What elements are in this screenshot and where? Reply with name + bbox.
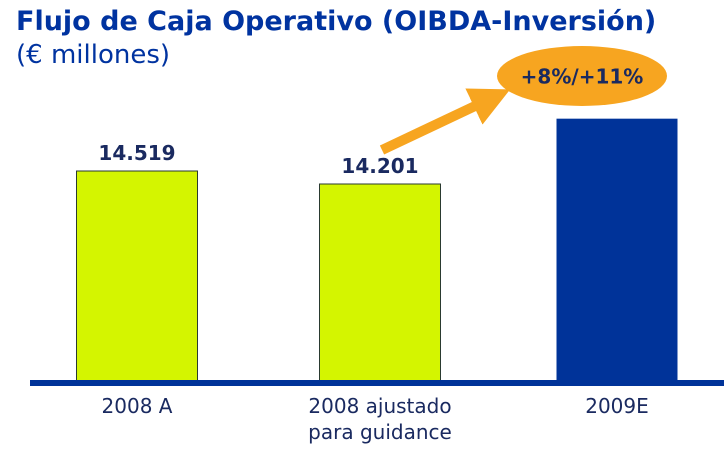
chart-subtitle: (€ millones) bbox=[16, 40, 171, 70]
arrow bbox=[379, 88, 511, 155]
baseline bbox=[30, 380, 724, 386]
annotation-bubble bbox=[497, 46, 667, 106]
x-tick-label: 2008 ajustado para guidance bbox=[308, 394, 452, 444]
chart-title: Flujo de Caja Operativo (OIBDA-Inversión… bbox=[16, 6, 657, 37]
value-label: 14.519 bbox=[98, 141, 176, 165]
annotation: +8%/+11% bbox=[521, 65, 644, 89]
bar bbox=[76, 170, 198, 384]
value-label: 14.201 bbox=[341, 153, 419, 178]
bar bbox=[319, 183, 441, 384]
x-tick-label: 2009E bbox=[585, 394, 649, 418]
x-tick-label: 2008 A bbox=[101, 394, 173, 418]
bar bbox=[556, 118, 678, 384]
